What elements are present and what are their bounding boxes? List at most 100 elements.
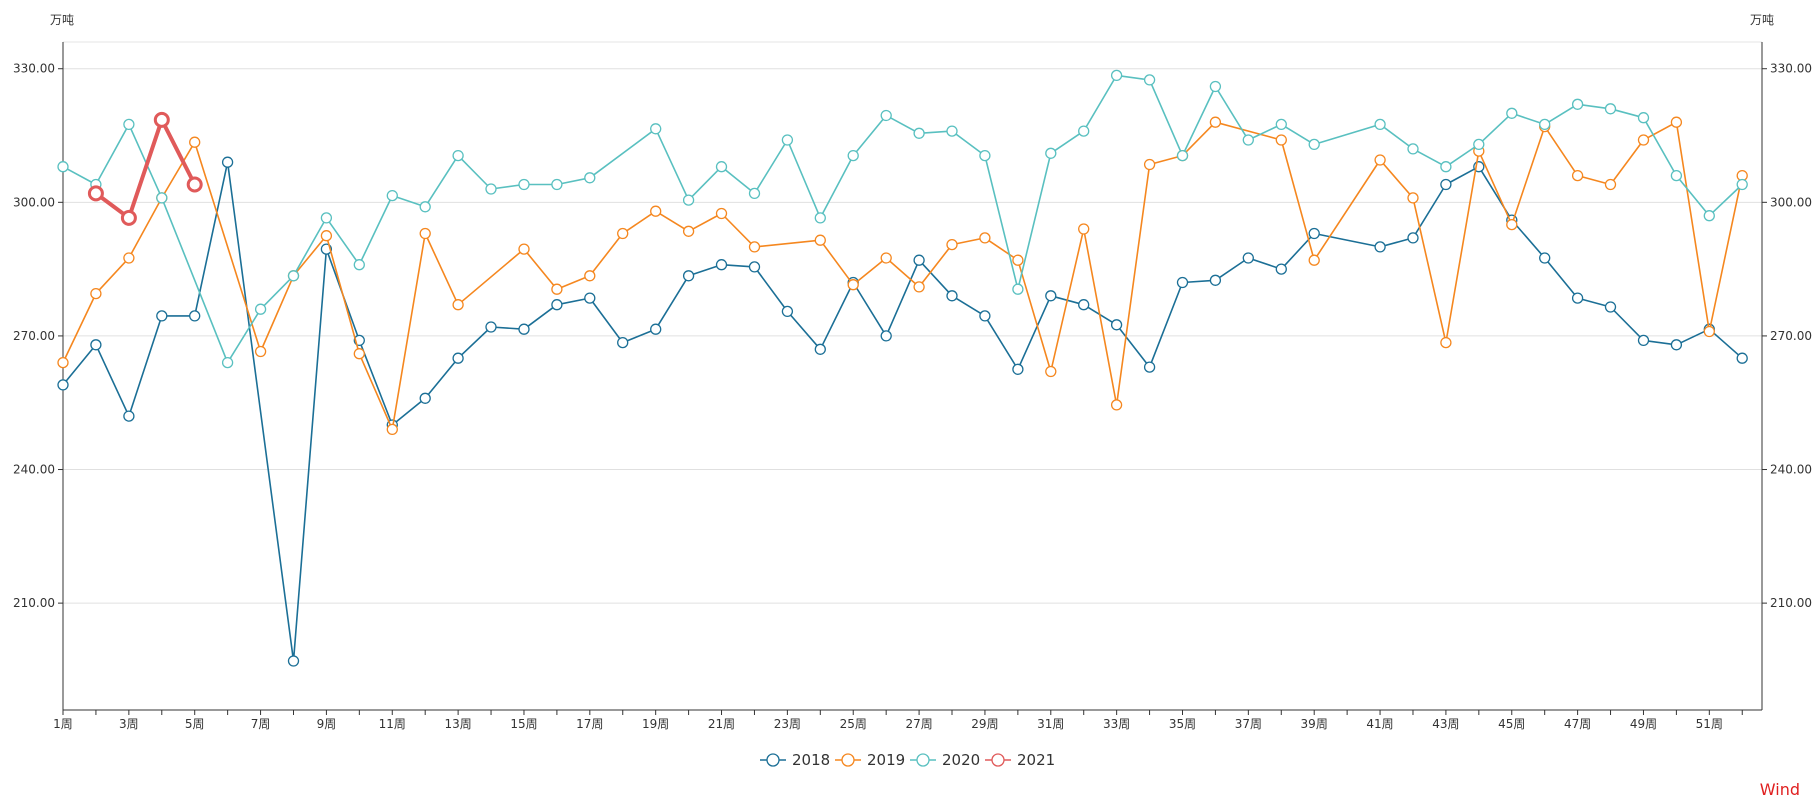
data-point-2018[interactable]: [1045, 290, 1057, 302]
data-point-2020[interactable]: [913, 127, 925, 139]
data-point-2019[interactable]: [1670, 116, 1683, 128]
data-point-2018[interactable]: [452, 352, 464, 364]
data-point-2018[interactable]: [57, 379, 69, 391]
data-point-2020[interactable]: [748, 187, 761, 200]
data-point-2019[interactable]: [1571, 169, 1584, 182]
data-point-2020[interactable]: [1308, 138, 1320, 151]
data-point-2020[interactable]: [254, 303, 267, 315]
data-point-2018[interactable]: [1670, 339, 1683, 351]
data-point-2018[interactable]: [1637, 334, 1650, 347]
data-point-2018[interactable]: [419, 392, 431, 404]
data-point-2019[interactable]: [814, 234, 826, 246]
data-point-2018[interactable]: [682, 270, 695, 282]
data-point-2018[interactable]: [1176, 276, 1189, 289]
data-point-2019[interactable]: [551, 283, 563, 295]
data-point-2020[interactable]: [1604, 103, 1617, 115]
data-point-2018[interactable]: [748, 261, 761, 273]
data-point-2020[interactable]: [946, 125, 958, 137]
data-point-2020[interactable]: [1110, 69, 1123, 82]
data-point-2020[interactable]: [650, 123, 662, 135]
data-point-2020[interactable]: [1176, 149, 1189, 162]
data-point-2020[interactable]: [682, 194, 695, 206]
data-point-2021[interactable]: [153, 111, 170, 128]
data-point-2018[interactable]: [1078, 299, 1090, 311]
data-point-2018[interactable]: [156, 310, 168, 322]
data-point-2020[interactable]: [1242, 134, 1254, 146]
data-point-2019[interactable]: [123, 252, 135, 264]
data-point-2020[interactable]: [551, 178, 563, 191]
data-point-2019[interactable]: [913, 281, 925, 293]
data-point-2018[interactable]: [584, 292, 596, 304]
data-point-2020[interactable]: [1045, 147, 1057, 159]
data-point-2021[interactable]: [87, 185, 104, 202]
data-point-2019[interactable]: [386, 423, 398, 436]
data-point-2018[interactable]: [1440, 178, 1452, 191]
data-point-2020[interactable]: [57, 161, 69, 173]
data-point-2018[interactable]: [1242, 252, 1254, 264]
data-point-2018[interactable]: [617, 336, 629, 349]
data-point-2020[interactable]: [781, 134, 794, 146]
data-point-2020[interactable]: [320, 212, 333, 224]
data-point-2020[interactable]: [1736, 178, 1748, 191]
data-point-2018[interactable]: [1308, 227, 1320, 240]
data-point-2019[interactable]: [419, 227, 431, 240]
data-point-2020[interactable]: [1407, 143, 1419, 155]
data-point-2018[interactable]: [814, 343, 826, 355]
data-point-2020[interactable]: [1374, 118, 1386, 131]
data-point-2019[interactable]: [715, 207, 728, 220]
data-point-2018[interactable]: [90, 339, 102, 351]
data-point-2019[interactable]: [880, 252, 892, 264]
data-point-2018[interactable]: [1012, 363, 1024, 375]
data-point-2020[interactable]: [1571, 98, 1584, 110]
data-point-2019[interactable]: [353, 348, 365, 360]
data-point-2020[interactable]: [1209, 80, 1222, 93]
data-point-2019[interactable]: [682, 225, 695, 237]
data-point-2018[interactable]: [1407, 232, 1419, 244]
legend-item-2020[interactable]: 2020: [910, 751, 980, 769]
data-point-2019[interactable]: [1308, 254, 1320, 266]
data-point-2020[interactable]: [518, 178, 530, 191]
data-point-2019[interactable]: [189, 136, 201, 148]
legend-item-2019[interactable]: 2019: [835, 751, 905, 769]
data-point-2020[interactable]: [715, 161, 728, 173]
data-point-2019[interactable]: [1275, 134, 1287, 146]
data-point-2018[interactable]: [1571, 292, 1584, 304]
data-point-2018[interactable]: [781, 305, 794, 318]
legend-item-2021[interactable]: 2021: [985, 751, 1055, 769]
data-point-2018[interactable]: [123, 410, 135, 422]
data-point-2021[interactable]: [186, 176, 203, 193]
data-point-2018[interactable]: [1539, 252, 1551, 264]
data-point-2020[interactable]: [1539, 118, 1551, 131]
data-point-2020[interactable]: [1473, 138, 1485, 151]
legend[interactable]: 2018 2019 2020 2021: [760, 751, 1055, 769]
data-point-2018[interactable]: [287, 655, 300, 667]
data-point-2019[interactable]: [1604, 178, 1617, 191]
data-point-2019[interactable]: [1012, 254, 1024, 266]
data-point-2018[interactable]: [485, 321, 497, 333]
data-point-2020[interactable]: [221, 356, 234, 369]
data-point-2019[interactable]: [254, 345, 267, 358]
data-point-2018[interactable]: [221, 156, 234, 168]
legend-item-2018[interactable]: 2018: [760, 751, 830, 769]
data-point-2020[interactable]: [485, 183, 497, 195]
data-point-2019[interactable]: [584, 270, 596, 282]
data-point-2018[interactable]: [715, 259, 728, 271]
data-point-2019[interactable]: [650, 205, 662, 217]
data-point-2020[interactable]: [1506, 107, 1518, 119]
data-point-2020[interactable]: [386, 189, 398, 202]
data-point-2019[interactable]: [617, 227, 629, 240]
data-point-2020[interactable]: [1440, 161, 1452, 173]
data-point-2018[interactable]: [1604, 301, 1617, 313]
data-point-2020[interactable]: [287, 270, 300, 282]
data-point-2020[interactable]: [1637, 112, 1650, 124]
data-point-2019[interactable]: [1440, 336, 1452, 349]
data-point-2018[interactable]: [1143, 361, 1156, 373]
data-point-2019[interactable]: [1045, 365, 1057, 378]
data-point-2018[interactable]: [946, 290, 958, 302]
data-point-2020[interactable]: [156, 192, 168, 204]
data-point-2019[interactable]: [1374, 154, 1386, 166]
data-point-2018[interactable]: [880, 330, 892, 342]
data-point-2018[interactable]: [1209, 274, 1222, 286]
data-point-2020[interactable]: [880, 109, 892, 122]
data-point-2019[interactable]: [946, 238, 958, 251]
